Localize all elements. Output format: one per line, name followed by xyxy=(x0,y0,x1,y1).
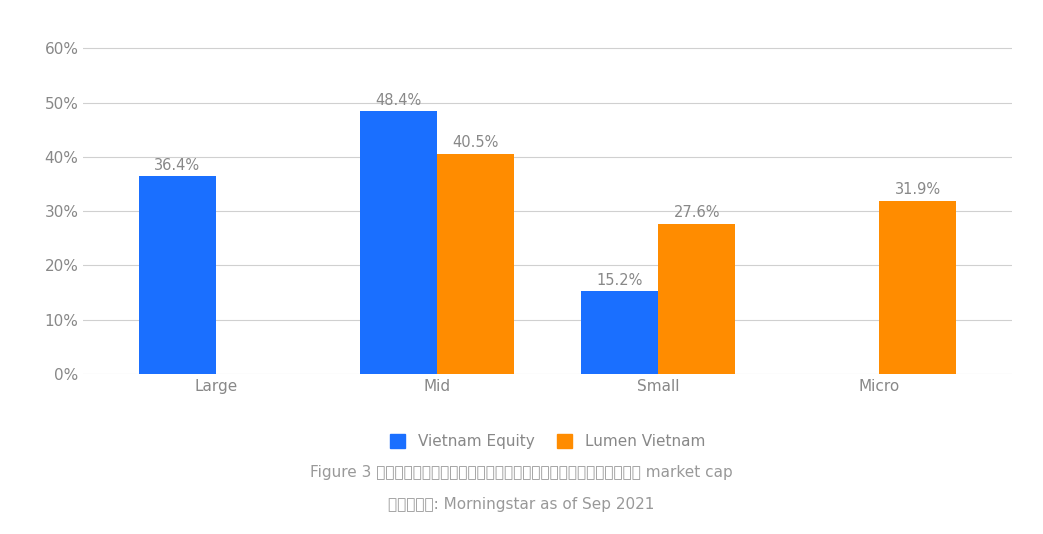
Bar xyxy=(658,224,735,374)
Text: 15.2%: 15.2% xyxy=(597,272,642,288)
Text: 36.4%: 36.4% xyxy=(154,158,200,172)
Bar xyxy=(879,201,956,374)
Text: 31.9%: 31.9% xyxy=(895,182,941,197)
Text: 27.6%: 27.6% xyxy=(674,206,720,221)
Text: ที่มา: Morningstar as of Sep 2021: ที่มา: Morningstar as of Sep 2021 xyxy=(388,497,655,512)
Bar xyxy=(581,292,658,374)
Bar xyxy=(360,112,437,374)
Text: 48.4%: 48.4% xyxy=(375,92,421,107)
Text: Figure 3 สัดส่วนการลงทุนแบ่งแยกตามขนาด market cap: Figure 3 สัดส่วนการลงทุนแบ่งแยกตามขนาด m… xyxy=(310,465,733,480)
Bar xyxy=(437,154,514,374)
Legend: Vietnam Equity, Lumen Vietnam: Vietnam Equity, Lumen Vietnam xyxy=(390,434,705,450)
Text: 40.5%: 40.5% xyxy=(453,136,499,151)
Bar xyxy=(139,176,216,374)
